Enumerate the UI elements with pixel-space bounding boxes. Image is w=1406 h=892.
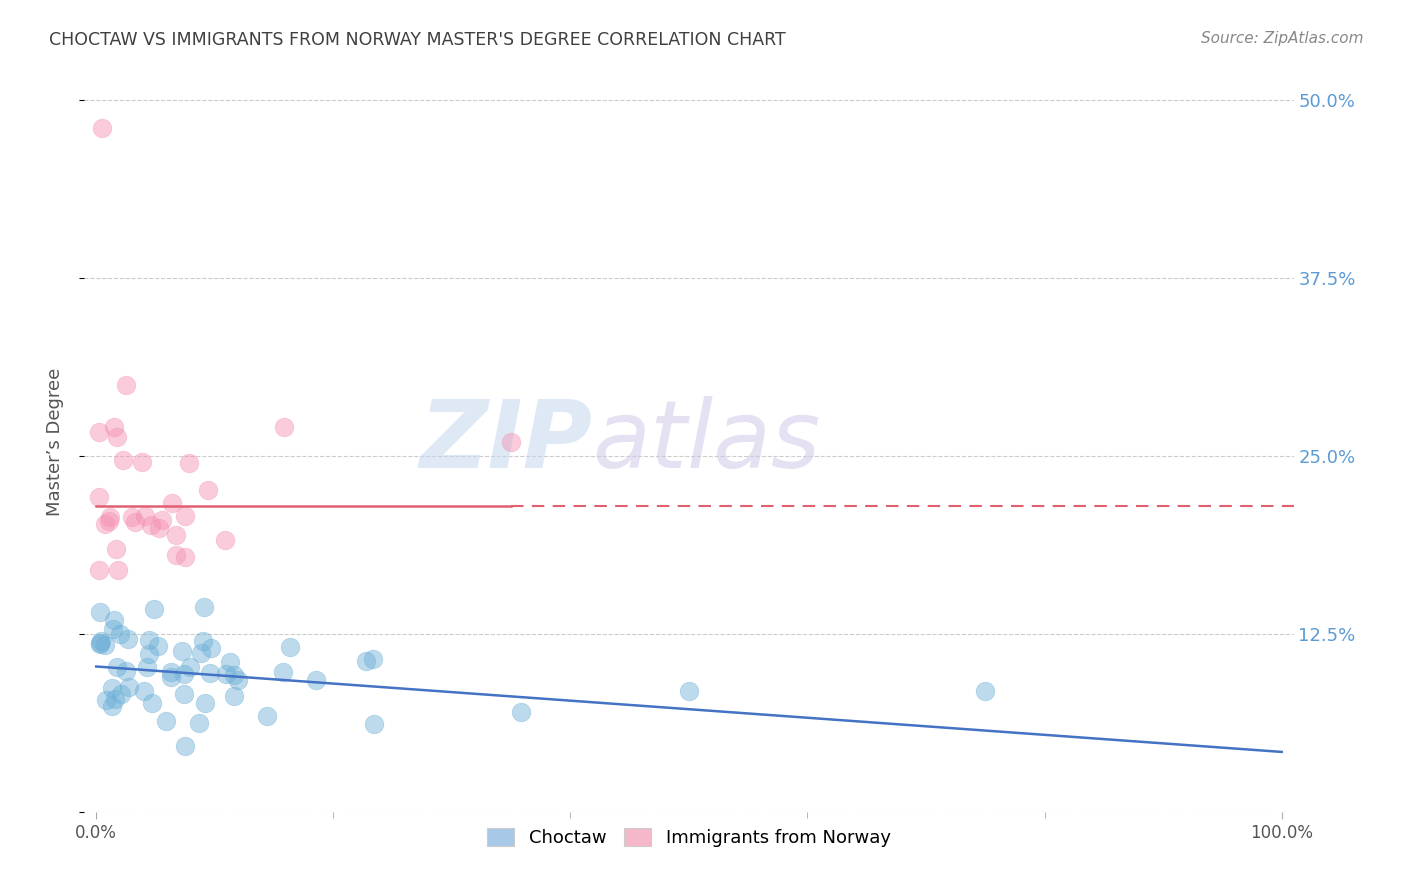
Point bbox=[510, 706, 533, 720]
Point bbox=[187, 716, 209, 731]
Point bbox=[214, 533, 236, 547]
Text: Source: ZipAtlas.com: Source: ZipAtlas.com bbox=[1201, 31, 1364, 46]
Point bbox=[974, 683, 997, 698]
Point bbox=[91, 121, 114, 136]
Point bbox=[104, 542, 127, 557]
Point bbox=[200, 640, 222, 655]
Point bbox=[114, 665, 136, 679]
Point bbox=[160, 665, 183, 680]
Point bbox=[361, 652, 384, 666]
Point bbox=[98, 509, 121, 524]
Point bbox=[194, 697, 217, 711]
Point bbox=[678, 683, 700, 698]
Point bbox=[139, 517, 162, 532]
Legend: Choctaw, Immigrants from Norway: Choctaw, Immigrants from Norway bbox=[479, 821, 898, 855]
Point bbox=[148, 521, 170, 535]
Point bbox=[90, 634, 112, 648]
Point bbox=[93, 638, 115, 652]
Point bbox=[107, 563, 129, 577]
Point bbox=[136, 660, 159, 674]
Point bbox=[280, 640, 302, 654]
Point bbox=[165, 528, 187, 542]
Point bbox=[87, 425, 110, 439]
Point bbox=[222, 690, 245, 704]
Point bbox=[131, 455, 153, 469]
Point bbox=[173, 687, 195, 701]
Point bbox=[138, 647, 160, 661]
Point bbox=[104, 692, 127, 706]
Point bbox=[305, 673, 328, 688]
Point bbox=[354, 654, 377, 668]
Point bbox=[224, 668, 246, 682]
Point bbox=[256, 708, 278, 723]
Point bbox=[115, 377, 138, 392]
Point bbox=[117, 632, 139, 647]
Point bbox=[89, 636, 111, 650]
Point bbox=[190, 646, 212, 660]
Point bbox=[89, 637, 111, 651]
Point bbox=[170, 644, 193, 658]
Point bbox=[200, 666, 222, 681]
Point bbox=[112, 452, 135, 467]
Point bbox=[177, 456, 200, 470]
Point bbox=[155, 714, 177, 729]
Point bbox=[174, 549, 197, 564]
Point bbox=[160, 496, 183, 510]
Point bbox=[501, 434, 523, 449]
Point bbox=[150, 513, 173, 527]
Point bbox=[87, 490, 110, 504]
Point bbox=[148, 639, 170, 653]
Point bbox=[103, 613, 125, 627]
Point bbox=[179, 660, 201, 674]
Point bbox=[141, 696, 163, 710]
Point bbox=[134, 509, 156, 524]
Point bbox=[105, 659, 128, 673]
Y-axis label: Master’s Degree: Master’s Degree bbox=[45, 368, 63, 516]
Point bbox=[107, 430, 129, 444]
Point bbox=[215, 667, 238, 681]
Point bbox=[87, 563, 110, 577]
Point bbox=[219, 655, 242, 669]
Point bbox=[121, 509, 143, 524]
Point bbox=[108, 626, 131, 640]
Text: CHOCTAW VS IMMIGRANTS FROM NORWAY MASTER'S DEGREE CORRELATION CHART: CHOCTAW VS IMMIGRANTS FROM NORWAY MASTER… bbox=[49, 31, 786, 49]
Point bbox=[103, 420, 125, 434]
Point bbox=[100, 699, 122, 714]
Point bbox=[165, 548, 187, 562]
Point bbox=[271, 665, 294, 680]
Point bbox=[118, 680, 141, 694]
Point bbox=[142, 602, 165, 616]
Point bbox=[134, 684, 156, 698]
Point bbox=[138, 633, 160, 648]
Point bbox=[89, 605, 111, 619]
Point bbox=[226, 673, 249, 687]
Point bbox=[193, 599, 215, 614]
Point bbox=[101, 681, 124, 695]
Point bbox=[94, 516, 117, 531]
Point bbox=[174, 508, 197, 523]
Point bbox=[124, 516, 146, 530]
Point bbox=[363, 717, 385, 731]
Point bbox=[197, 483, 219, 498]
Point bbox=[191, 633, 214, 648]
Point bbox=[97, 514, 120, 528]
Point bbox=[173, 666, 195, 681]
Point bbox=[110, 687, 132, 701]
Point bbox=[173, 739, 195, 753]
Point bbox=[273, 420, 295, 434]
Point bbox=[101, 622, 124, 636]
Point bbox=[160, 670, 183, 684]
Text: atlas: atlas bbox=[592, 396, 821, 487]
Text: ZIP: ZIP bbox=[419, 395, 592, 488]
Point bbox=[94, 692, 117, 706]
